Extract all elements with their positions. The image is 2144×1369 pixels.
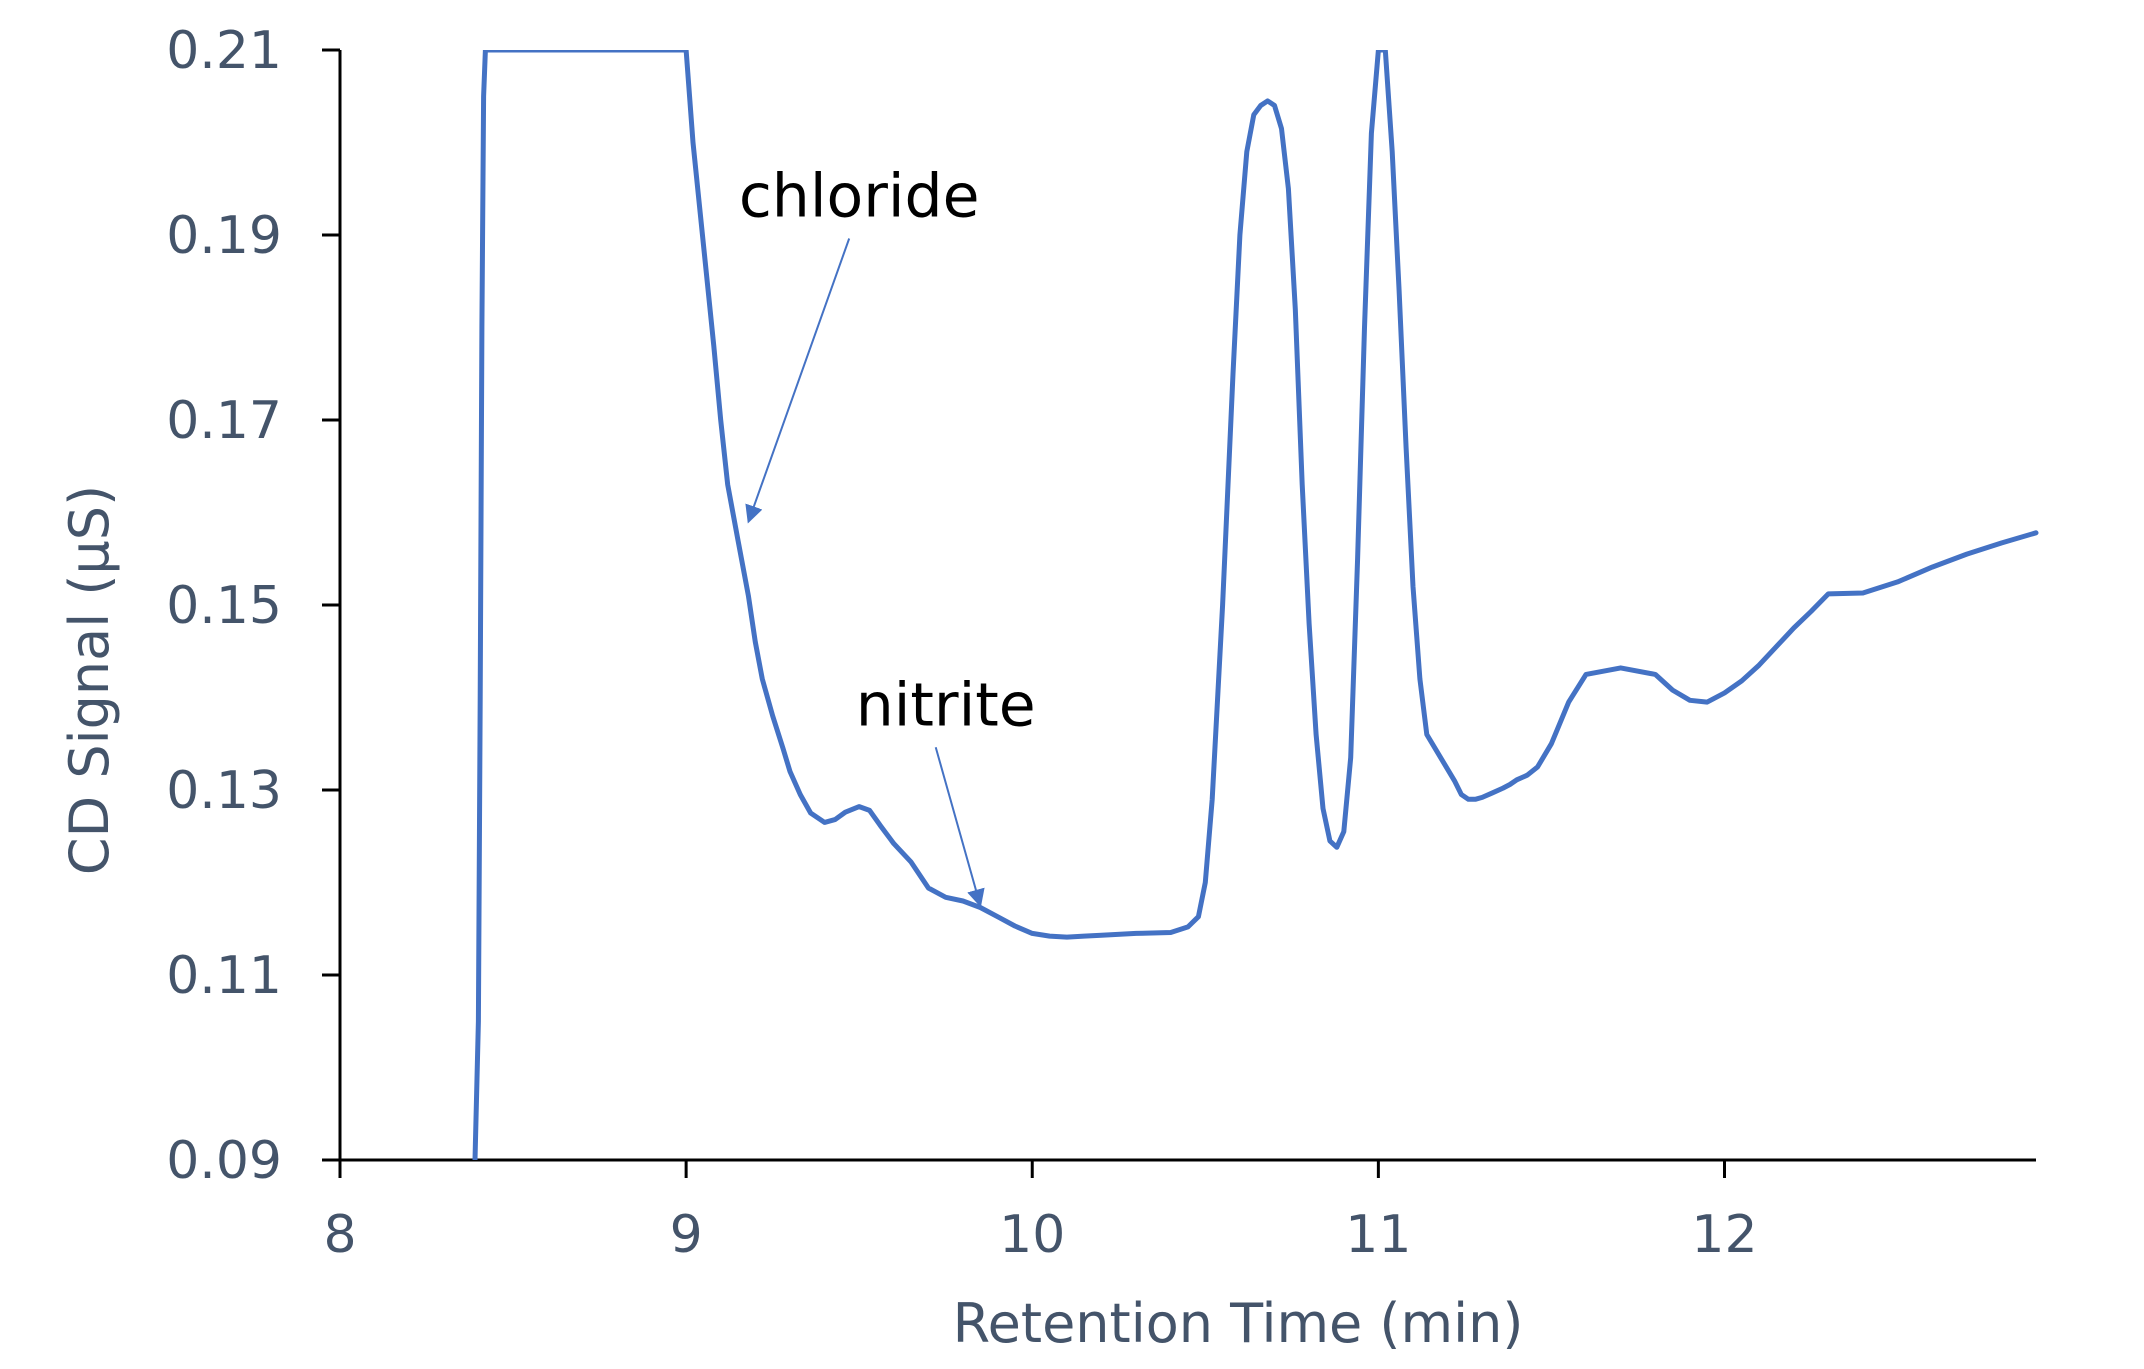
annotation-chloride-label: chloride (739, 162, 980, 232)
annotations: chloride nitrite (739, 162, 1036, 908)
x-tick-label: 9 (670, 1205, 703, 1265)
x-tick-label: 11 (1345, 1205, 1411, 1265)
y-tick-label: 0.19 (166, 206, 282, 266)
x-axis-ticks: 8 9 10 11 12 (323, 1160, 1758, 1265)
series-line (472, 50, 2039, 1160)
x-tick-label: 12 (1691, 1205, 1757, 1265)
y-tick-label: 0.21 (166, 21, 282, 81)
annotation-chloride-arrow (745, 238, 851, 524)
axes (338, 50, 2036, 1162)
y-tick-label: 0.11 (166, 946, 282, 1006)
x-axis-title: Retention Time (min) (953, 1292, 1524, 1355)
y-tick-label: 0.15 (166, 576, 282, 636)
y-tick-label: 0.13 (166, 761, 282, 821)
x-tick-label: 10 (999, 1205, 1065, 1265)
y-axis-title: CD Signal (µS) (58, 485, 121, 875)
x-tick-label: 8 (323, 1205, 356, 1265)
y-tick-label: 0.17 (166, 391, 282, 451)
annotation-nitrite-arrow (934, 746, 985, 908)
annotation-nitrite-label: nitrite (856, 670, 1036, 740)
y-axis-ticks: 0.09 0.11 0.13 0.15 0.17 0.19 0.21 (166, 21, 340, 1191)
y-tick-label: 0.09 (166, 1131, 282, 1191)
